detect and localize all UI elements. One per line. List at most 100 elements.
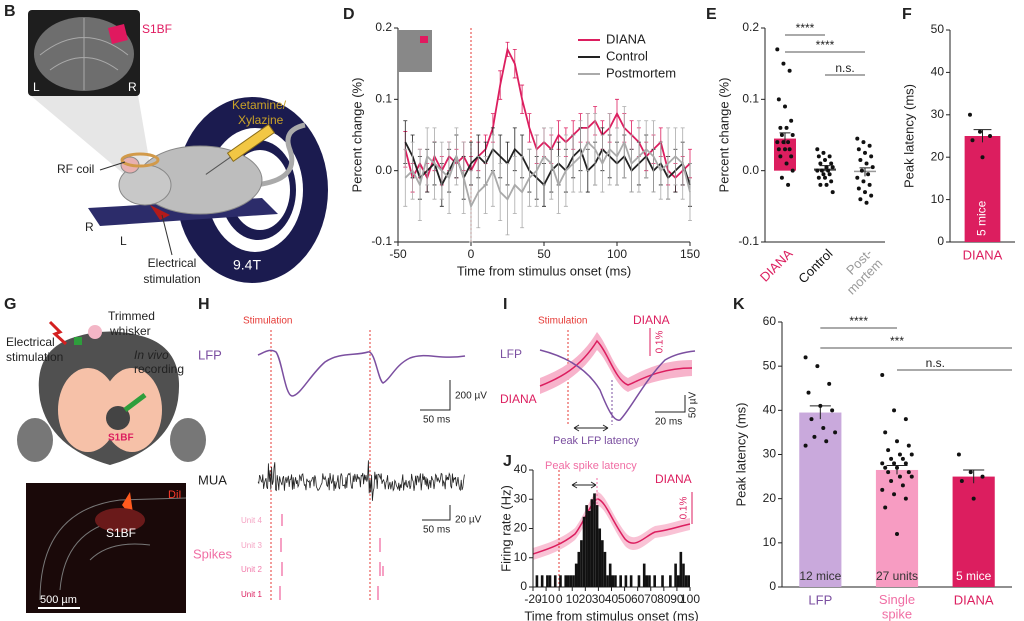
label: stimulation	[6, 350, 63, 364]
panel-letter: J	[503, 453, 512, 470]
legend-label: Control	[606, 48, 648, 63]
data-point	[863, 190, 867, 195]
data-point	[867, 143, 872, 148]
label: DIANA	[633, 313, 670, 327]
label: Electrical	[6, 335, 55, 349]
data-point	[816, 154, 821, 159]
histogram-bar	[679, 551, 683, 587]
label: 9.4T	[233, 257, 261, 273]
data-point	[900, 456, 905, 461]
x-axis-label: Time from stimulus onset (ms)	[524, 608, 698, 621]
data-point	[824, 439, 829, 444]
y-tick-label: 30	[763, 447, 777, 461]
data-point	[821, 172, 826, 177]
data-point	[786, 182, 791, 187]
histogram-bar	[577, 551, 581, 587]
label: DiI	[168, 489, 181, 501]
data-point	[855, 175, 860, 180]
panel-letter: G	[4, 296, 16, 313]
leader	[99, 161, 126, 171]
significance-label: ****	[816, 38, 835, 52]
x-tick-label: -10	[537, 592, 555, 606]
data-point	[830, 408, 835, 413]
label: recording	[134, 362, 184, 376]
recording-site	[106, 406, 130, 430]
label: 200 µV	[455, 391, 487, 402]
label: S1BF	[142, 22, 172, 36]
y-tick-label: 20	[514, 521, 528, 535]
data-point	[892, 492, 897, 497]
histogram-bar	[653, 575, 656, 587]
data-point	[863, 150, 867, 155]
data-point	[775, 47, 780, 52]
histogram-bar	[595, 505, 599, 587]
label: LFP	[500, 347, 522, 361]
y-axis-label: Percent change (%)	[349, 78, 364, 193]
panel-letter: B	[4, 3, 16, 20]
histogram-bar	[648, 575, 651, 587]
panel-letter: I	[503, 296, 507, 313]
histogram-bar	[572, 575, 575, 587]
data-point	[818, 182, 823, 187]
y-tick-label: 60	[763, 314, 777, 328]
data-point	[823, 175, 827, 180]
data-point	[815, 168, 820, 173]
data-point	[809, 417, 814, 422]
histogram-bar	[559, 575, 562, 587]
histogram-bar	[569, 575, 573, 587]
data-point	[779, 175, 784, 180]
x-tick-label: -50	[389, 247, 407, 261]
histogram-bar	[682, 563, 685, 587]
y-tick-label: 30	[514, 491, 528, 505]
data-point	[833, 430, 838, 435]
data-point	[858, 197, 863, 202]
data-point	[909, 452, 914, 457]
y-tick-label: 40	[931, 65, 945, 79]
bar-label: 5 mice	[956, 569, 992, 583]
data-point	[830, 190, 835, 195]
data-point	[883, 465, 888, 470]
data-point	[906, 470, 911, 475]
histogram-bar	[553, 575, 557, 587]
y-tick-label: 0	[520, 579, 527, 593]
diana-trace	[539, 339, 693, 387]
lightning	[48, 320, 68, 346]
significance-label: ****	[796, 21, 815, 35]
x-tick-label: 0	[556, 592, 563, 606]
data-point	[855, 136, 860, 141]
label: R	[128, 80, 137, 94]
x-tick-label: DIANA	[963, 247, 1003, 262]
spike-ticks	[279, 514, 384, 600]
label: Unit 3	[241, 541, 262, 550]
data-point	[776, 147, 781, 152]
label: Xylazine	[238, 113, 284, 127]
label: LFP	[198, 347, 222, 362]
data-point	[869, 193, 874, 198]
data-point	[823, 157, 827, 162]
data-point	[803, 443, 808, 448]
label: L	[120, 234, 127, 248]
data-point	[900, 483, 905, 488]
data-point	[819, 168, 824, 173]
x-tick-label: DIANA	[757, 246, 796, 285]
bar	[952, 476, 995, 587]
histogram-bar	[606, 575, 609, 587]
data-point	[980, 155, 985, 160]
x-tick-label: 20	[579, 592, 593, 606]
data-point	[778, 125, 783, 130]
mri-detail	[39, 18, 129, 90]
x-tick-label: 40	[605, 592, 619, 606]
label: L	[33, 80, 40, 94]
data-point	[827, 381, 832, 386]
data-point	[815, 147, 820, 152]
bar	[964, 136, 1001, 242]
histogram-bar	[642, 563, 646, 587]
data-point	[830, 165, 835, 170]
data-point	[906, 443, 911, 448]
data-point	[816, 175, 821, 180]
label: In vivo	[134, 348, 169, 362]
bar	[774, 138, 796, 171]
label: Peak LFP latency	[553, 435, 640, 447]
histogram-bar	[687, 575, 690, 587]
